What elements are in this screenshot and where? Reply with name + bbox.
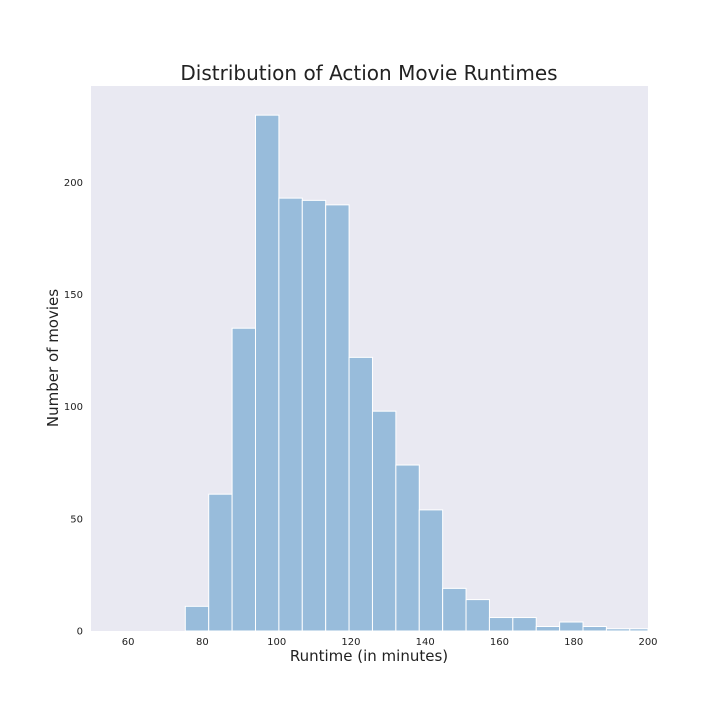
histogram-bar (582, 626, 607, 632)
y-tick-label: 50 (70, 514, 83, 525)
histogram-bar (301, 199, 327, 632)
histogram-bar (629, 628, 649, 632)
x-tick-label: 200 (638, 637, 657, 648)
histogram-bar (231, 327, 257, 632)
histogram-bar (465, 599, 490, 632)
histogram-bar (442, 587, 467, 632)
histogram-bar (371, 410, 397, 632)
x-tick-label: 80 (196, 637, 209, 648)
x-tick-label: 100 (267, 637, 286, 648)
bars-group (184, 114, 649, 632)
x-tick-label: 180 (564, 637, 583, 648)
y-tick-label: 100 (64, 402, 83, 413)
histogram-bar (395, 464, 420, 632)
histogram-bar (184, 605, 210, 632)
y-tick-label: 0 (77, 627, 83, 638)
histogram-bar (208, 493, 233, 632)
y-axis-label: Number of movies (44, 289, 62, 427)
histogram-bar (488, 617, 514, 632)
x-tick-labels: 60 80 100 120 140 160 180 200 (122, 637, 658, 648)
histogram-bar (559, 621, 584, 632)
histogram-bar (255, 114, 280, 632)
x-tick-label: 140 (416, 637, 435, 648)
histogram-bar (605, 628, 631, 632)
histogram-bar (535, 626, 561, 632)
histogram-bar (418, 509, 444, 632)
histogram-bar (278, 197, 303, 632)
histogram-bar (348, 356, 373, 632)
x-tick-label: 160 (490, 637, 509, 648)
histogram-bar (512, 617, 537, 632)
y-tick-label: 150 (64, 290, 83, 301)
chart-title: Distribution of Action Movie Runtimes (180, 61, 557, 85)
histogram-bar (325, 204, 350, 632)
y-tick-labels: 0 50 100 150 200 (64, 178, 83, 638)
y-tick-label: 200 (64, 178, 83, 189)
x-tick-label: 60 (122, 637, 135, 648)
x-axis-label: Runtime (in minutes) (290, 647, 448, 665)
x-tick-label: 120 (341, 637, 360, 648)
